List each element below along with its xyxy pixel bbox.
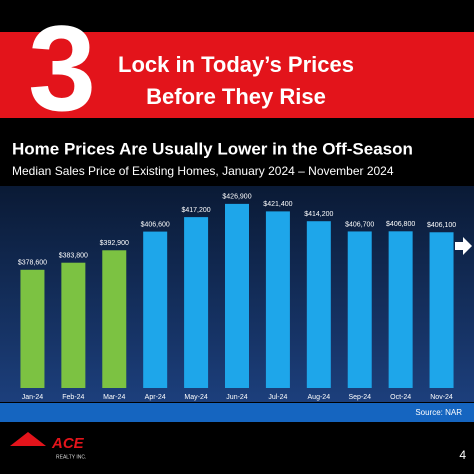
x-tick-label: May-24	[184, 394, 207, 401]
value-label: $378,600	[18, 260, 47, 267]
header-line: Before They Rise	[146, 84, 326, 109]
bar	[61, 262, 86, 388]
header-number: 3	[28, 0, 96, 136]
bar	[225, 203, 249, 388]
header-band	[0, 32, 474, 118]
source-strip	[0, 403, 474, 422]
x-tick-label: Oct-24	[390, 394, 411, 401]
x-tick-label: Nov-24	[430, 394, 453, 401]
bar	[265, 211, 290, 388]
bar	[20, 269, 45, 388]
bar	[429, 232, 454, 388]
value-label: $406,700	[345, 221, 374, 228]
x-tick-label: Feb-24	[62, 394, 84, 401]
page-number: 4	[459, 448, 466, 462]
value-label: $406,800	[386, 221, 415, 228]
x-tick-label: Apr-24	[145, 394, 166, 401]
x-tick-label: Mar-24	[103, 394, 125, 401]
value-label: $417,200	[181, 207, 210, 214]
bar	[388, 231, 413, 388]
x-tick-label: Jul-24	[268, 394, 287, 401]
bar	[184, 217, 209, 388]
x-tick-label: Sep-24	[348, 394, 371, 401]
chart-subtitle: Median Sales Price of Existing Homes, Ja…	[12, 164, 394, 178]
logo-sub: REALTY INC.	[56, 454, 86, 460]
x-tick-label: Jun-24	[226, 394, 248, 401]
bar	[102, 250, 127, 388]
logo: ACE	[51, 435, 85, 452]
value-label: $414,200	[304, 211, 333, 218]
x-tick-label: Jan-24	[22, 394, 44, 401]
chart-title: Home Prices Are Usually Lower in the Off…	[12, 139, 413, 158]
value-label: $383,800	[59, 253, 88, 260]
bar	[347, 231, 372, 388]
value-label: $392,900	[100, 240, 129, 247]
value-label: $421,400	[263, 201, 292, 208]
bar	[306, 221, 331, 388]
value-label: $426,900	[222, 194, 251, 201]
value-label: $406,600	[141, 221, 170, 228]
value-label: $406,100	[427, 222, 456, 229]
header-line: Lock in Today’s Prices	[118, 52, 354, 77]
arrow-icon	[455, 237, 472, 255]
logo-roof	[10, 432, 46, 446]
source: Source: NAR	[415, 408, 462, 417]
x-tick-label: Aug-24	[308, 394, 331, 401]
bar	[143, 231, 168, 388]
